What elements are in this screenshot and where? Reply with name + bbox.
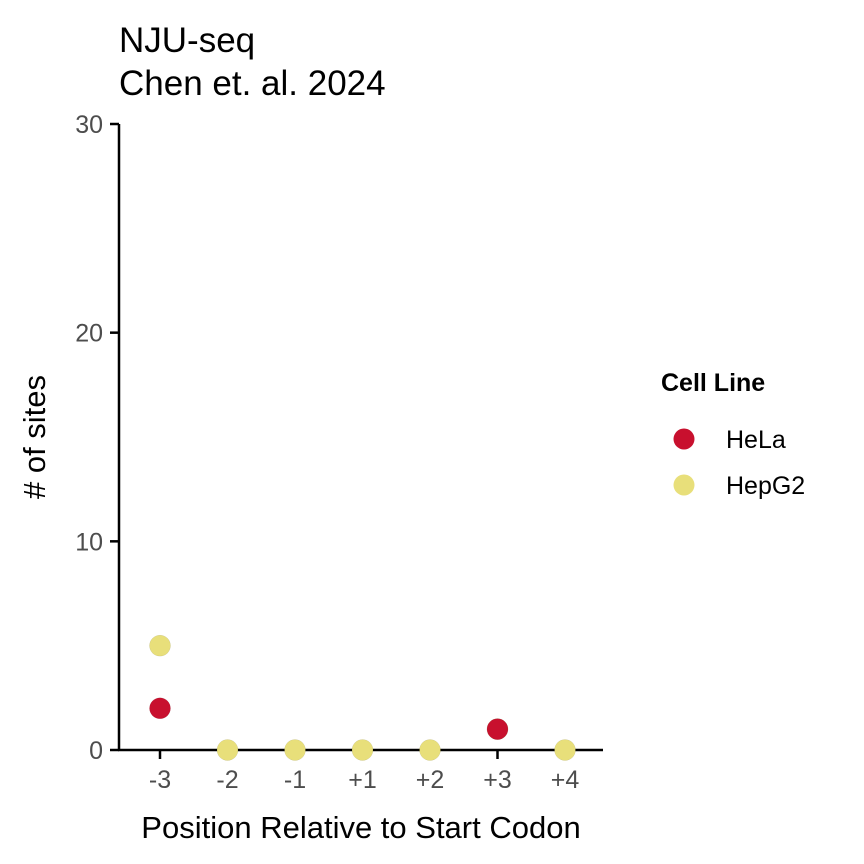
legend-items: HeLa HepG2: [673, 426, 805, 500]
y-axis: 0 10 20 30: [75, 111, 121, 765]
legend-key-hepg2: [673, 474, 695, 496]
x-tick-label: +4: [551, 766, 580, 794]
x-tick-label: +1: [348, 766, 377, 794]
point-hepg2--1: [284, 739, 306, 761]
point-hela-+3: [486, 718, 509, 740]
chart-subtitle: Chen et. al. 2024: [119, 64, 386, 103]
y-axis-title: # of sites: [17, 375, 52, 499]
legend-label-hela: HeLa: [726, 426, 786, 454]
x-tick-label: -1: [284, 766, 306, 794]
point-hepg2--2: [216, 739, 239, 761]
x-axis-title: Position Relative to Start Codon: [141, 810, 580, 845]
x-tick-label: +3: [483, 766, 512, 794]
legend-title: Cell Line: [661, 369, 765, 397]
point-hepg2-+4: [554, 739, 576, 761]
legend: Cell Line HeLa HepG2: [661, 369, 805, 500]
chart-title: NJU-seq: [119, 21, 255, 60]
point-hepg2--3: [149, 634, 171, 657]
data-points: [149, 634, 576, 761]
legend-label-hepg2: HepG2: [726, 472, 805, 500]
x-tick-label: +2: [416, 766, 445, 794]
x-tick-label: -2: [216, 766, 238, 794]
point-hepg2-+2: [419, 739, 441, 761]
point-hepg2-+1: [351, 739, 374, 761]
series-hepg2: [149, 634, 576, 761]
point-hela--3: [149, 697, 171, 720]
x-tick-label: -3: [149, 766, 171, 794]
legend-key-hela: [673, 428, 695, 450]
y-tick-label: 20: [75, 320, 103, 348]
y-tick-label: 10: [75, 528, 103, 556]
y-tick-label: 30: [75, 111, 103, 139]
series-hela: [149, 697, 509, 740]
y-tick-label: 0: [89, 737, 103, 765]
